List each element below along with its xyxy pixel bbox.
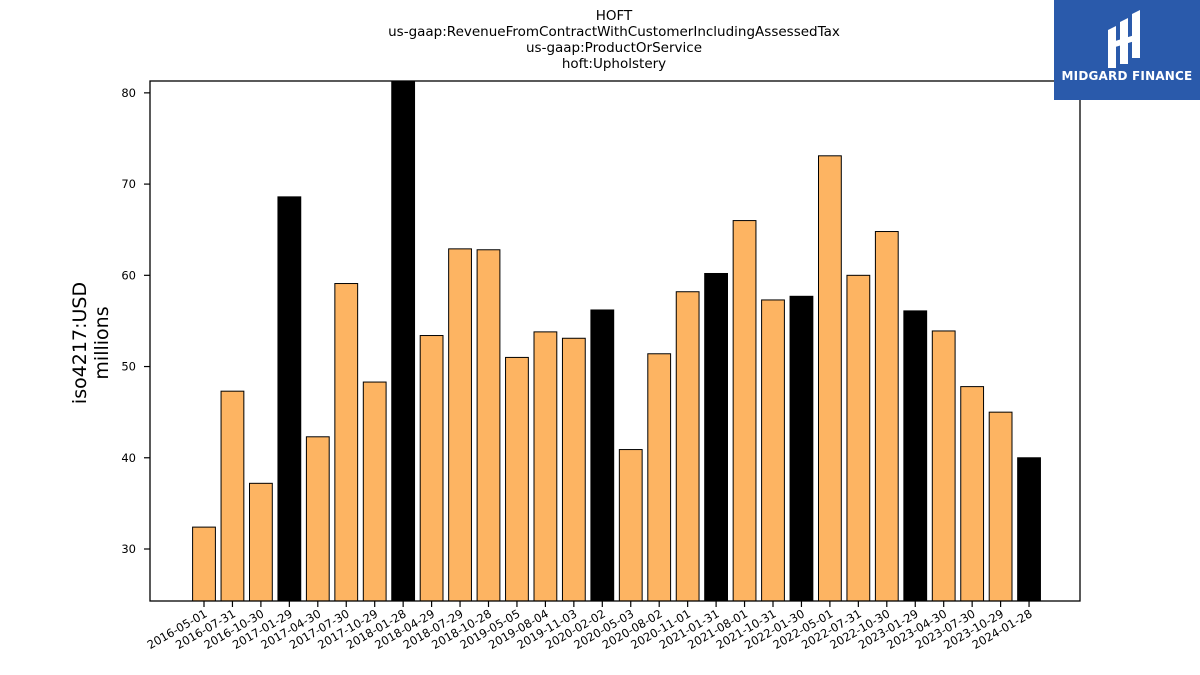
chart-title-line: hoft:Upholstery	[562, 56, 666, 72]
bar	[277, 196, 302, 602]
y-tick-label: 30	[121, 542, 136, 556]
y-tick-label: 60	[121, 268, 136, 282]
bar-series	[192, 80, 1041, 602]
brand-name: MIDGARD FINANCE	[1061, 69, 1193, 83]
bar	[874, 231, 899, 602]
bar	[533, 331, 558, 602]
bar	[704, 272, 729, 602]
y-tick-label: 70	[121, 177, 136, 191]
bar	[391, 80, 416, 602]
x-axis: 2016-05-012016-07-312016-10-302017-01-29…	[145, 601, 1035, 652]
bar	[362, 381, 387, 602]
bar	[192, 526, 216, 602]
bar	[931, 330, 956, 602]
bar	[846, 274, 871, 602]
bar	[761, 299, 785, 602]
chart-title-line: HOFT	[596, 8, 633, 24]
brand-mark-icon	[1108, 10, 1140, 68]
bar	[903, 310, 928, 602]
bar	[419, 335, 444, 602]
bar	[732, 220, 757, 602]
bar	[448, 248, 472, 602]
y-axis-label-line: millions	[91, 306, 113, 379]
bar	[249, 482, 273, 602]
y-tick-label: 80	[121, 86, 136, 100]
bar	[960, 386, 985, 602]
bar	[505, 356, 529, 602]
bar	[1017, 457, 1041, 602]
y-axis-label-line: iso4217:USD	[69, 282, 91, 404]
bar	[647, 353, 672, 602]
bar	[590, 309, 615, 602]
y-axis-label: iso4217:USD millions	[69, 282, 113, 404]
bar	[334, 283, 359, 602]
plot-frame	[149, 80, 1081, 602]
bar	[561, 337, 586, 602]
bar	[305, 436, 330, 602]
y-axis: 30 40 50 60 70 80	[121, 86, 150, 556]
bar	[618, 449, 643, 602]
chart-title-line: us-gaap:RevenueFromContractWithCustomerI…	[388, 24, 840, 40]
chart-title-line: us-gaap:ProductOrService	[526, 40, 702, 56]
bar	[789, 295, 814, 602]
bar	[818, 155, 842, 602]
midgard-finance-logo: MIDGARD FINANCE	[1054, 0, 1200, 100]
bar	[220, 390, 245, 602]
bar	[476, 249, 501, 602]
bar	[988, 411, 1013, 602]
bar	[675, 291, 700, 602]
y-tick-label: 50	[121, 360, 136, 374]
y-tick-label: 40	[121, 451, 136, 465]
chart-title: HOFTus-gaap:RevenueFromContractWithCusto…	[388, 8, 840, 72]
